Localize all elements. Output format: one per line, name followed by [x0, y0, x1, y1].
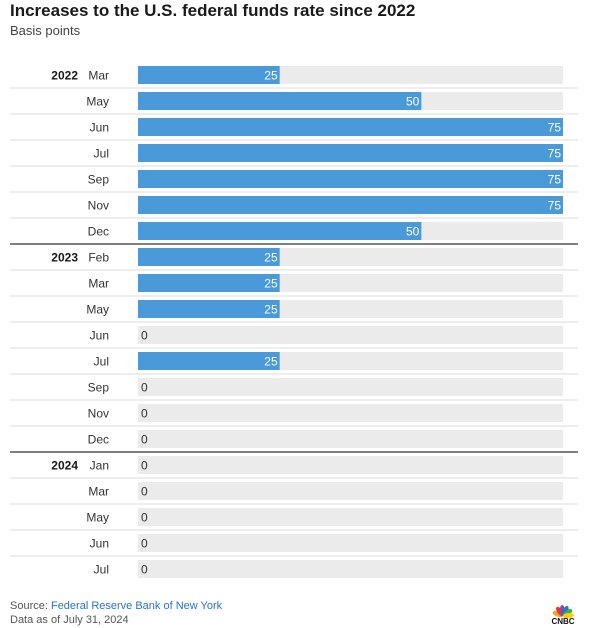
- bar-value-label: 75: [548, 147, 562, 161]
- month-label: Jun: [90, 121, 109, 135]
- bar: [138, 352, 280, 370]
- bar-value-label: 0: [141, 563, 148, 577]
- month-label: Mar: [88, 277, 109, 291]
- bar: [138, 248, 280, 266]
- bar-value-label: 75: [548, 199, 562, 213]
- bar-value-label: 50: [406, 225, 420, 239]
- bar-value-label: 0: [141, 537, 148, 551]
- bar-track: [138, 560, 563, 578]
- bar-chart: 25 Mar 2022 50 May 75 Jun 75 Jul 75 Sep 75 Nov 50 Dec 2…: [10, 66, 578, 578]
- bar-value-label: 0: [141, 511, 148, 525]
- bar-value-label: 50: [406, 95, 420, 109]
- source-link[interactable]: Federal Reserve Bank of New York: [50, 600, 223, 612]
- month-label: Nov: [88, 199, 109, 213]
- month-label: May: [86, 303, 109, 317]
- bar-value-label: 75: [548, 173, 562, 187]
- bar: [138, 300, 280, 318]
- month-label: Nov: [88, 407, 109, 421]
- bar: [138, 118, 563, 136]
- bar-value-label: 25: [264, 277, 278, 291]
- month-label: Feb: [88, 251, 109, 265]
- bar-track: [138, 534, 563, 552]
- bar-value-label: 0: [141, 459, 148, 473]
- bar-track: [138, 508, 563, 526]
- bar: [138, 92, 422, 110]
- data-note: Data as of July 31, 2024: [10, 614, 129, 626]
- bar-track: [138, 456, 563, 474]
- month-label: Dec: [88, 433, 109, 447]
- bar: [138, 66, 280, 84]
- bar-track: [138, 404, 563, 422]
- month-label: Jun: [90, 329, 109, 343]
- year-label: 2022: [51, 69, 78, 83]
- bar-track: [138, 378, 563, 396]
- month-label: Jul: [94, 355, 109, 369]
- source-prefix: Source:: [10, 600, 51, 612]
- bar-value-label: 0: [141, 485, 148, 499]
- bar-track: [138, 326, 563, 344]
- bar: [138, 144, 563, 162]
- bar: [138, 170, 563, 188]
- month-label: Jul: [94, 563, 109, 577]
- bar: [138, 196, 563, 214]
- bar: [138, 274, 280, 292]
- bar-track: [138, 430, 563, 448]
- source-line: Source: Federal Reserve Bank of New York: [10, 600, 222, 612]
- bar-value-label: 75: [548, 121, 562, 135]
- bar-value-label: 0: [141, 381, 148, 395]
- bar-value-label: 0: [141, 407, 148, 421]
- bar: [138, 222, 422, 240]
- month-label: Sep: [88, 381, 110, 395]
- month-label: Mar: [88, 69, 109, 83]
- month-label: May: [86, 511, 109, 525]
- year-label: 2024: [51, 459, 78, 473]
- logo-text: CNBC: [551, 617, 575, 626]
- month-label: Jan: [90, 459, 109, 473]
- bar-value-label: 25: [264, 251, 278, 265]
- chart-title: Increases to the U.S. federal funds rate…: [10, 1, 416, 20]
- month-label: Jul: [94, 147, 109, 161]
- month-label: May: [86, 95, 109, 109]
- chart-subtitle: Basis points: [10, 23, 81, 38]
- bar-value-label: 0: [141, 433, 148, 447]
- month-label: Sep: [88, 173, 110, 187]
- bar-track: [138, 482, 563, 500]
- bar-value-label: 25: [264, 303, 278, 317]
- bar-value-label: 25: [264, 355, 278, 369]
- bar-value-label: 0: [141, 329, 148, 343]
- bar-value-label: 25: [264, 69, 278, 83]
- month-label: Mar: [88, 485, 109, 499]
- year-label: 2023: [51, 251, 78, 265]
- month-label: Dec: [88, 225, 109, 239]
- peacock-feather: [562, 612, 574, 619]
- month-label: Jun: [90, 537, 109, 551]
- peacock-icon: [552, 605, 574, 619]
